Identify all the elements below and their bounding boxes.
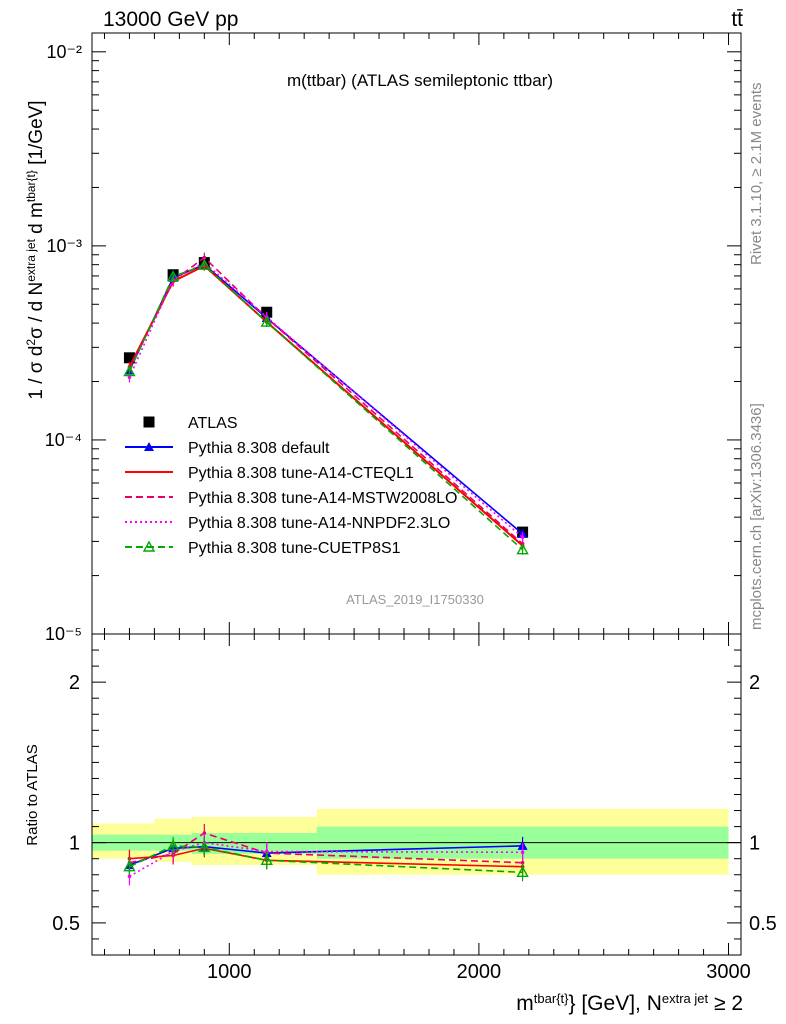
y-tick-label: 10⁻⁴: [45, 430, 82, 450]
data-point: [516, 543, 529, 555]
data-point: [123, 352, 135, 364]
data-point: [166, 839, 180, 851]
main-plot-title: m(ttbar) (ATLAS semileptonic ttbar): [287, 71, 553, 90]
data-point: [520, 860, 525, 865]
data-point: [520, 850, 525, 855]
legend-entry: Pythia 8.308 tune-A14-CTEQL1: [188, 465, 414, 482]
data-point: [520, 535, 525, 540]
data-point: [142, 540, 156, 552]
y-tick-label: 0.5: [52, 913, 80, 935]
ratio-series-line: [129, 841, 523, 878]
header-left-title: 13000 GeV pp: [103, 8, 238, 31]
rivet-version-label: Rivet 3.1.10, ≥ 2.1M events: [748, 83, 765, 266]
y-tick-label-right: 1: [749, 833, 760, 855]
ratio-y-axis-label: Ratio to ATLAS: [24, 744, 41, 845]
data-point: [143, 416, 155, 428]
mcplots-label: mcplots.cern.ch [arXiv:1306.3436]: [748, 403, 765, 630]
data-point: [123, 365, 136, 377]
data-point: [202, 831, 207, 835]
data-point: [516, 865, 529, 878]
data-point: [123, 860, 136, 872]
x-tick-label: 2000: [457, 961, 502, 983]
legend-entry: Pythia 8.308 default: [188, 440, 330, 457]
data-point: [260, 853, 273, 866]
y-tick-label: 10⁻³: [46, 236, 82, 256]
header-right-title: tt̄: [731, 8, 743, 31]
y-tick-label: 10⁻⁵: [45, 624, 82, 644]
x-tick-label: 1000: [207, 961, 252, 983]
y-tick-label-right: 2: [749, 672, 760, 694]
y-tick-label: 2: [69, 672, 80, 694]
x-tick-label: 3000: [706, 961, 751, 983]
legend-entry: Pythia 8.308 tune-CUETP8S1: [188, 540, 401, 557]
x-axis-label: mtbar{t}} [GeV], Nextra jet ≥ 2: [516, 991, 743, 1016]
main-y-axis-label: 1 / σ d2σ / d Nextra jet d mtbar{t} [1/G…: [24, 100, 47, 399]
data-point: [260, 315, 273, 327]
legend-entry: ATLAS: [188, 415, 238, 432]
analysis-watermark: ATLAS_2019_I1750330: [346, 592, 484, 607]
data-point: [127, 874, 132, 879]
series-line: [128, 261, 524, 538]
y-tick-label-right: 0.5: [749, 913, 777, 935]
data-point: [198, 258, 211, 270]
ratio-plot-frame: [91, 633, 742, 956]
data-point: [198, 841, 211, 853]
y-tick-label: 10⁻²: [46, 42, 82, 62]
data-point: [144, 442, 154, 451]
legend-entry: Pythia 8.308 tune-A14-NNPDF2.3LO: [188, 515, 450, 532]
data-point: [166, 270, 180, 282]
legend-entry: Pythia 8.308 tune-A14-MSTW2008LO: [188, 490, 457, 507]
y-tick-label: 1: [69, 833, 80, 855]
data-point: [127, 375, 132, 380]
